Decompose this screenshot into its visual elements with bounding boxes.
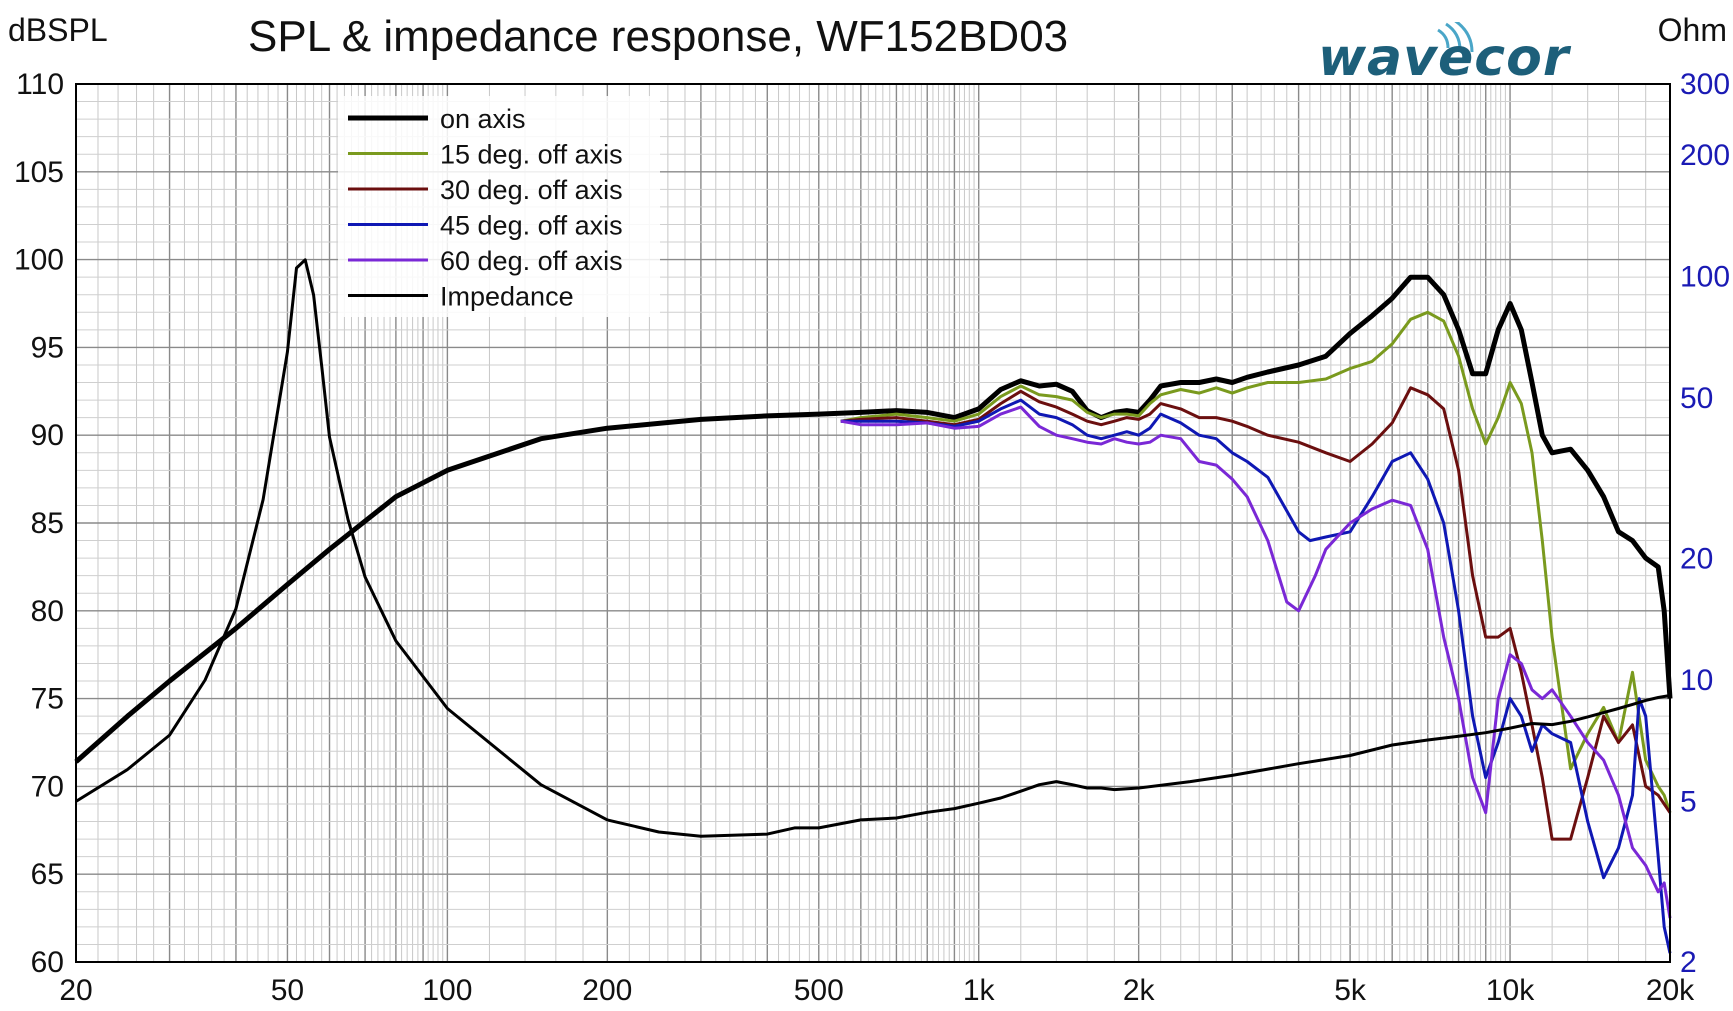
y-tick-label: 105 [14,156,64,189]
y-right-tick-label: 2 [1680,946,1697,979]
logo-text: wavecor [1318,28,1570,88]
x-tick-label: 1k [963,974,996,1007]
x-tick-label: 500 [794,974,844,1007]
right-axis-unit: Ohm [1657,12,1727,48]
y-tick-label: 95 [31,331,64,364]
x-tick-label: 10k [1486,974,1535,1007]
series-line-30-deg-off-axis [840,386,1672,841]
y-tick-label: 60 [31,946,64,979]
series-lines [74,258,1673,954]
legend-label: 15 deg. off axis [440,140,623,170]
legend-label: 30 deg. off axis [440,175,623,205]
series-line-15-deg-off-axis [840,310,1672,814]
logo-wave-icon [1437,22,1474,53]
x-tick-label: 100 [422,974,472,1007]
y-tick-label: 75 [31,683,64,716]
chart-title: SPL & impedance response, WF152BD03 [248,12,1069,61]
wavecor-logo: wavecor [1318,22,1618,92]
y-right-tick-label: 300 [1680,68,1730,101]
legend-label: 45 deg. off axis [440,211,623,241]
series-line-on-axis [74,274,1673,764]
legend-box [338,96,660,317]
grid [75,83,1671,963]
legend-label: 60 deg. off axis [440,246,623,276]
y-tick-label: 65 [31,858,64,891]
x-tick-label: 2k [1123,974,1156,1007]
plot-frame [75,83,1671,963]
series-line-impedance [75,258,1671,838]
x-tick-label: 200 [582,974,632,1007]
y-tick-label: 80 [31,595,64,628]
legend-label: on axis [440,104,526,134]
y-right-tick-label: 20 [1680,543,1713,576]
y-right-tick-label: 10 [1680,664,1713,697]
y-tick-label: 90 [31,419,64,452]
legend-label: Impedance [440,282,574,312]
x-tick-label: 20k [1646,974,1695,1007]
x-tick-label: 20 [59,974,92,1007]
y-right-tick-label: 100 [1680,261,1730,294]
legend: on axis 15 deg. off axis 30 deg. off axis 4… [338,96,660,317]
y-tick-label: 100 [14,244,64,277]
x-tick-label: 5k [1334,974,1367,1007]
y-right-tick-label: 200 [1680,139,1730,172]
y-tick-label: 110 [16,68,64,101]
y-right-tick-label: 5 [1680,785,1697,818]
axes: 60 65 70 75 80 85 90 95 100 105 110 2 5 10 20 50 100 200 3… [14,68,1730,1007]
series-line-45-deg-off-axis [840,398,1672,954]
y-right-tick-label: 50 [1680,382,1713,415]
y-tick-label: 85 [31,507,64,540]
series-line-60-deg-off-axis [840,405,1672,919]
x-tick-label: 50 [271,974,304,1007]
left-axis-unit: dBSPL [8,12,108,48]
y-tick-label: 70 [31,770,64,803]
